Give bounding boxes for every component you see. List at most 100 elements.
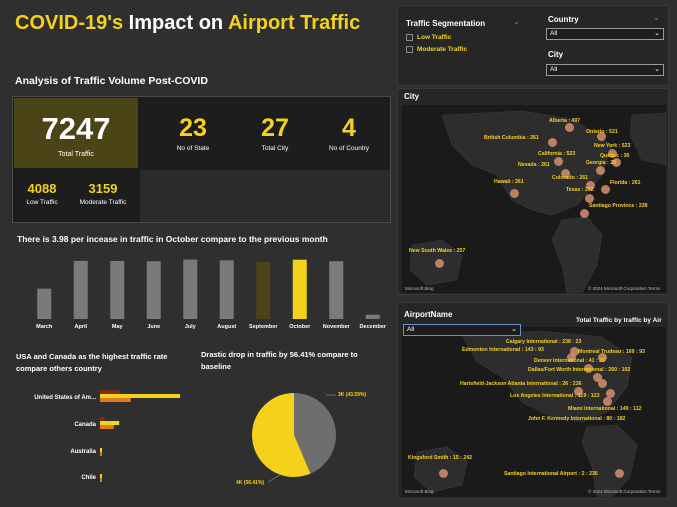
kpi-blank-area [140,170,390,222]
kpi-traffic-split: 4088 Low Traffic 3159 Moderate Traffic [14,170,138,222]
pie-label-2: 4K (56.41%) [236,480,264,486]
map-label: Calgary International : 238 : 23 [506,339,582,345]
month-tick-label: May [112,324,124,330]
moderate-traffic-checkbox[interactable]: Moderate Traffic [406,46,467,53]
map-label: Texas : 262 [566,187,594,193]
map-point[interactable] [554,157,563,166]
map-point[interactable] [612,158,621,167]
map-label: Santiago Province : 238 [589,203,648,209]
map-point[interactable] [596,166,605,175]
map-point[interactable] [598,379,607,388]
checkbox-icon[interactable] [406,34,413,41]
country-bar-4-series-3[interactable] [100,478,102,482]
map-credit: © 2024 Microsoft Corporation Terms [588,489,661,494]
map-point[interactable] [584,364,593,373]
map-point[interactable] [608,149,617,158]
country-bar-1-series-1[interactable] [100,390,120,394]
map-point[interactable] [598,353,607,362]
country-bar-1-series-2[interactable] [100,394,180,398]
pie-label-1: 3K (43.59%) [338,392,366,398]
pie-slice-2[interactable] [252,393,311,477]
country-chart-title: USA and Canada as the highest traffic ra… [16,352,168,373]
city-dropdown-value: All [550,66,558,73]
map-point[interactable] [597,132,606,141]
kpi-low-traffic[interactable]: 4088 Low Traffic [16,181,68,206]
kpi-no-of-country[interactable]: 4 No of Country [312,114,386,152]
map-point[interactable] [439,469,448,478]
map-point[interactable] [561,169,570,178]
kpi-total-traffic-label: Total Traffic [58,151,94,158]
month-tick-label: March [36,324,53,330]
country-bar-2-series-2[interactable] [100,421,120,425]
airport-map-dropdown[interactable]: All ⌄ [403,324,521,336]
map-point[interactable] [567,353,576,362]
month-bar-march[interactable] [37,288,52,319]
city-map[interactable]: Alberta : 497 British Columbia : 261 Ont… [402,105,666,293]
month-bar-april[interactable] [73,260,88,319]
airport-map-header: Total Traffic by traffic by Air [576,317,662,324]
map-point[interactable] [593,373,602,382]
country-bar-1-series-3[interactable] [100,398,131,402]
bing-logo: Microsoft Bing [405,286,434,291]
pie-slice-1[interactable] [294,393,336,474]
map-point[interactable] [548,138,557,147]
country-bar-3-series-3[interactable] [100,452,102,456]
filter-panel: Traffic Segmentation ⌄ Low Traffic Moder… [397,5,669,86]
chevron-down-icon[interactable]: ⌄ [513,17,520,26]
traffic-pie-chart[interactable]: 3K (43.59%) 4K (56.41%) [200,378,388,496]
kpi-moderate-traffic[interactable]: 3159 Moderate Traffic [72,181,134,206]
map-point[interactable] [510,189,519,198]
city-map-panel: City All⌄ Alberta : 497 British Columbia… [397,88,669,295]
kpi-low-traffic-label: Low Traffic [26,199,58,206]
map-point[interactable] [606,389,615,398]
map-point[interactable] [574,387,583,396]
month-bar-august[interactable] [219,260,234,319]
map-point[interactable] [603,397,612,406]
airport-map-panel: AirportName Total Traffic by traffic by … [397,302,669,499]
map-point[interactable] [565,123,574,132]
month-bar-november[interactable] [329,261,344,319]
checkbox-icon[interactable] [406,46,413,53]
airport-map[interactable]: Calgary International : 238 : 23 Edmonto… [402,327,666,497]
chevron-down-icon[interactable]: ⌄ [653,13,660,22]
month-bar-september[interactable] [256,261,271,319]
map-label: New York : 523 [594,143,631,149]
map-label: Hawaii : 261 [494,179,524,185]
country-bar-4-series-2[interactable] [100,474,102,478]
city-map-title: City [404,92,420,101]
month-bar-july[interactable] [183,259,198,319]
country-tick-label: United States of Am... [34,395,96,401]
title-middle: Impact on [123,12,228,34]
country-bar-3-series-2[interactable] [100,448,102,452]
country-bar-2-series-3[interactable] [100,425,114,429]
country-dropdown-value: All [550,30,558,37]
map-label: John F. Kennedy International : 80 : 182 [528,416,626,422]
map-point[interactable] [586,181,595,190]
kpi-total-city[interactable]: 27 Total City [238,114,312,152]
map-point[interactable] [435,259,444,268]
city-dropdown[interactable]: All ⌄ [546,64,664,76]
map-label: Alberta : 497 [549,118,581,124]
country-dropdown[interactable]: All ⌄ [546,28,664,40]
map-point[interactable] [601,185,610,194]
map-label: Colorado : 261 [552,175,589,181]
map-label: Edmonton International : 143 : 93 [462,347,544,353]
month-bar-december[interactable] [365,314,380,319]
city-filter-title: City [548,50,564,59]
map-point[interactable] [580,209,589,218]
month-bar-october[interactable] [292,259,307,319]
map-point[interactable] [585,194,594,203]
kpi-no-of-country-label: No of Country [328,145,370,152]
kpi-no-of-state[interactable]: 23 No of State [156,114,230,152]
world-map-shapes [409,110,666,293]
kpi-total-traffic-value: 7247 [41,111,111,146]
country-bar-2-series-1[interactable] [100,417,105,421]
map-point[interactable] [570,347,579,356]
kpi-total-traffic[interactable]: 7247 Total Traffic [14,98,138,168]
map-point[interactable] [615,469,624,478]
low-traffic-checkbox[interactable]: Low Traffic [406,34,451,41]
month-bar-may[interactable] [110,260,125,319]
monthly-traffic-chart[interactable]: March April May June July August September Octo… [14,248,389,334]
country-traffic-chart[interactable]: United States of Am... Canada Australia Chi… [14,380,194,490]
month-bar-june[interactable] [146,261,161,319]
